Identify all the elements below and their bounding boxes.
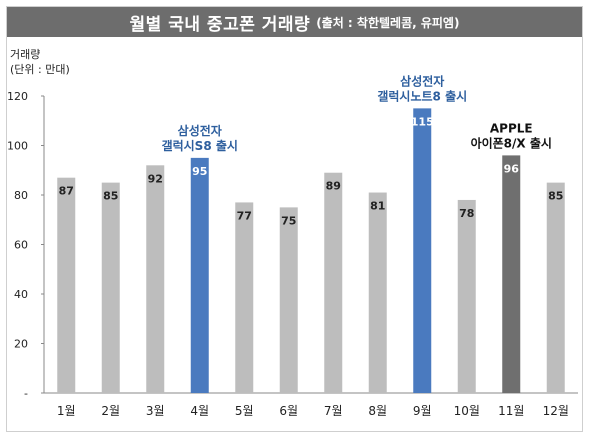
bar <box>101 182 120 393</box>
y-tick-label: 40 <box>14 288 28 301</box>
x-tick-label: 4월 <box>190 404 209 418</box>
annotation-label: 아이폰8/X 출시 <box>471 135 552 150</box>
title-bar: 월별 국내 중고폰 거래량 (출처 : 착한텔레콤, 유피엠) <box>7 7 582 37</box>
annotation-label: 갤럭시노트8 출시 <box>377 88 467 103</box>
bar <box>546 182 565 393</box>
y-tick-label: 60 <box>14 239 28 252</box>
bar-value-label: 87 <box>59 185 74 198</box>
x-tick-label: 8월 <box>368 404 387 418</box>
x-tick-label: 6월 <box>279 404 298 418</box>
bar-value-label: 92 <box>148 172 163 185</box>
bar <box>413 108 432 393</box>
annotation-label: 삼성전자 <box>400 73 444 88</box>
bar-value-label: 75 <box>281 214 296 227</box>
x-tick-label: 5월 <box>235 404 254 418</box>
bar <box>235 202 254 393</box>
bar-value-label: 77 <box>237 209 252 222</box>
x-tick-label: 3월 <box>146 404 165 418</box>
y-tick-label: 100 <box>7 140 28 153</box>
y-tick-label: - <box>24 387 28 400</box>
y-axis-title: 거래량 <box>10 48 40 61</box>
bar <box>324 172 343 393</box>
bar <box>146 165 165 393</box>
bar-value-label: 115 <box>411 115 434 128</box>
chart-source: (출처 : 착한텔레콤, 유피엠) <box>316 15 460 30</box>
bar <box>502 155 521 393</box>
bar <box>279 207 298 393</box>
x-tick-label: 9월 <box>413 404 432 418</box>
chart-title: 월별 국내 중고폰 거래량 <box>129 14 311 35</box>
bar-value-label: 81 <box>370 200 385 213</box>
y-tick-label: 20 <box>14 338 28 351</box>
bar-value-label: 78 <box>459 207 474 220</box>
y-axis-unit: (단위 : 만대) <box>10 63 70 76</box>
bar-value-label: 95 <box>192 165 207 178</box>
bar-value-label: 89 <box>326 180 341 193</box>
y-tick-label: 120 <box>7 90 28 103</box>
annotation-label: 삼성전자 <box>178 123 222 138</box>
bar <box>368 192 387 393</box>
bar-value-label: 85 <box>548 190 563 203</box>
bar-value-label: 96 <box>504 162 520 175</box>
bars: 87 1월 85 2월 92 3월 95 4월 77 5월 75 6월 89 7월 81 8월 115 9월 78 1… <box>57 108 569 418</box>
x-tick-label: 10월 <box>454 404 480 418</box>
annotation-label: 갤럭시S8 출시 <box>162 138 238 153</box>
y-tick-label: 80 <box>14 189 28 202</box>
x-tick-label: 7월 <box>324 404 343 418</box>
axes: - 20 40 60 80 100 120 <box>7 90 578 400</box>
bar <box>457 199 476 393</box>
bar <box>57 177 76 393</box>
bar-value-label: 85 <box>103 190 118 203</box>
x-tick-label: 12월 <box>543 404 569 418</box>
x-tick-label: 2월 <box>101 404 120 418</box>
x-tick-label: 11월 <box>498 404 524 418</box>
x-tick-label: 1월 <box>57 404 76 418</box>
bar <box>190 157 209 393</box>
annotation-label: APPLE <box>490 121 533 135</box>
